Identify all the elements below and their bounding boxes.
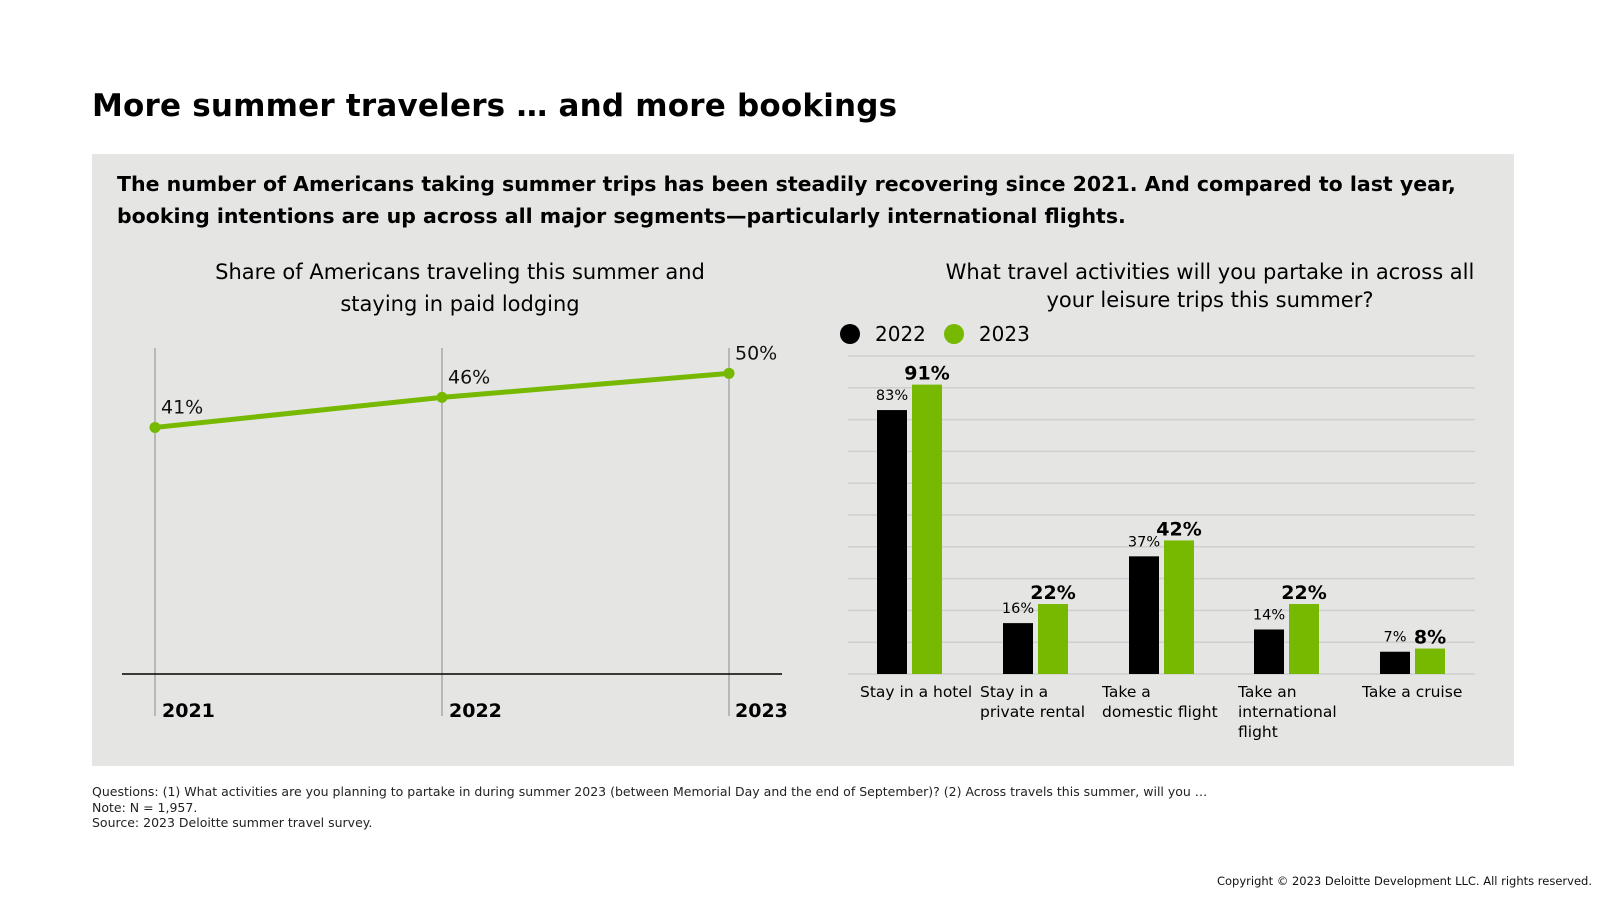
line-point (436, 391, 448, 403)
bar-category-label: Stay in a private rental (980, 683, 1086, 721)
bar-category-label: Take an international flight (1238, 683, 1337, 741)
bar-2022 (1129, 556, 1159, 674)
bar-2023 (1289, 604, 1319, 674)
line-x-tick-label: 2023 (735, 700, 788, 722)
bar-2023 (1038, 604, 1068, 674)
legend-item-2023: 2023 (943, 322, 1030, 346)
bar-category-label: Stay in a hotel (860, 683, 973, 701)
bar-2022 (1003, 623, 1033, 674)
bar-data-label: 7% (1383, 630, 1406, 646)
bar-2022 (877, 410, 907, 674)
bar-category-label: Take a domestic flight (1102, 683, 1218, 721)
copyright: Copyright © 2023 Deloitte Development LL… (1216, 874, 1592, 888)
line-chart-title: Share of Americans traveling this summer… (215, 260, 705, 316)
bar-2022 (1254, 629, 1284, 674)
line-data-label: 46% (448, 366, 490, 388)
line-data-label: 50% (735, 342, 777, 364)
footnotes: Questions: (1) What activities are you p… (92, 784, 1207, 831)
line-point (723, 367, 735, 379)
bar-data-label: 91% (904, 363, 949, 385)
page-title: More summer travelers … and more booking… (92, 88, 898, 124)
footnote-source: Source: 2023 Deloitte summer travel surv… (92, 815, 373, 830)
bar-data-label: 14% (1253, 607, 1285, 623)
bar-2022 (1380, 651, 1410, 674)
footnote-note: Note: N = 1,957. (92, 799, 198, 815)
legend-dot-2023 (943, 324, 964, 344)
line-data-label: 41% (161, 396, 203, 418)
bar-data-label: 22% (1030, 582, 1075, 604)
legend-item-2022: 2022 (840, 322, 926, 346)
line-x-tick-label: 2021 (162, 700, 215, 722)
legend-label-2022: 2022 (875, 322, 926, 346)
bar-data-label: 37% (1128, 534, 1160, 550)
legend-label-2023: 2023 (978, 322, 1030, 346)
bar-2023 (912, 384, 942, 674)
bar-data-label: 42% (1156, 518, 1201, 540)
bar-chart-legend: 2022 2023 (840, 322, 1048, 346)
bar-2023 (1164, 540, 1194, 674)
bar-data-label: 83% (876, 388, 908, 404)
bar-data-label: 8% (1414, 627, 1446, 649)
bar-2023 (1415, 648, 1445, 674)
intro-text: The number of Americans taking summer tr… (117, 172, 1456, 228)
bar-chart-title: What travel activities will you partake … (945, 260, 1475, 312)
legend-dot-2022 (840, 324, 860, 344)
line-x-tick-label: 2022 (449, 700, 502, 722)
bar-category-label: Take a cruise (1362, 683, 1463, 701)
bar-data-label: 22% (1281, 582, 1326, 604)
footnote-questions: Questions: (1) What activities are you p… (92, 784, 1208, 799)
line-point (149, 421, 161, 433)
bar-data-label: 16% (1002, 601, 1034, 617)
